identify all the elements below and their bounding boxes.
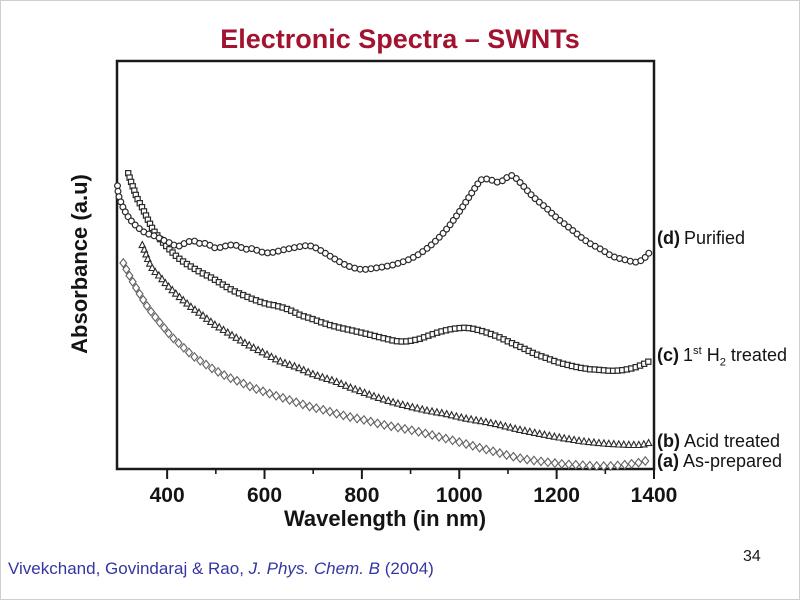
page-number: 34: [743, 548, 761, 565]
series-tag-d: (d): [657, 228, 680, 248]
series-name-c: 1st H2 treated: [683, 345, 787, 369]
x-tick-label: 1400: [631, 484, 678, 507]
series-label-purified: (d) Purified: [657, 228, 745, 248]
slide-title: Electronic Spectra – SWNTs: [220, 24, 580, 54]
series-label-acid-treated: (b) Acid treated: [657, 431, 780, 451]
series-b: [138, 240, 653, 449]
x-axis-title: Wavelength (in nm): [283, 506, 487, 531]
series-name-a: As-prepared: [683, 451, 783, 471]
x-tick-label: 600: [247, 484, 282, 507]
series-tag-c: (c): [657, 345, 679, 365]
citation-authors: Vivekchand, Govindaraj & Rao,: [8, 559, 249, 578]
series-c: [124, 170, 652, 375]
citation: Vivekchand, Govindaraj & Rao, J. Phys. C…: [8, 559, 434, 579]
plot-frame: [115, 59, 656, 471]
series-label-as-prepared: (a) As-prepared: [657, 451, 782, 471]
series-tag-a: (a): [657, 451, 679, 471]
series-name-d: Purified: [683, 228, 746, 248]
x-axis-ticks: 400 600 800 1000 1200 1400: [150, 469, 678, 507]
series-label-h2-treated: (c) 1st H2 treated: [657, 345, 787, 369]
y-axis-title: Absorbance (a.u): [67, 174, 92, 354]
x-tick-label: 800: [344, 484, 379, 507]
x-tick-label: 400: [150, 484, 185, 507]
citation-year: (2004): [379, 559, 434, 578]
series-d: [113, 172, 653, 273]
series-name-b: Acid treated: [683, 431, 781, 451]
x-tick-label: 1200: [533, 484, 580, 507]
citation-journal: J. Phys. Chem. B: [248, 559, 380, 578]
series-a: [119, 257, 650, 472]
series-tag-b: (b): [657, 431, 680, 451]
x-tick-label: 1000: [436, 484, 483, 507]
